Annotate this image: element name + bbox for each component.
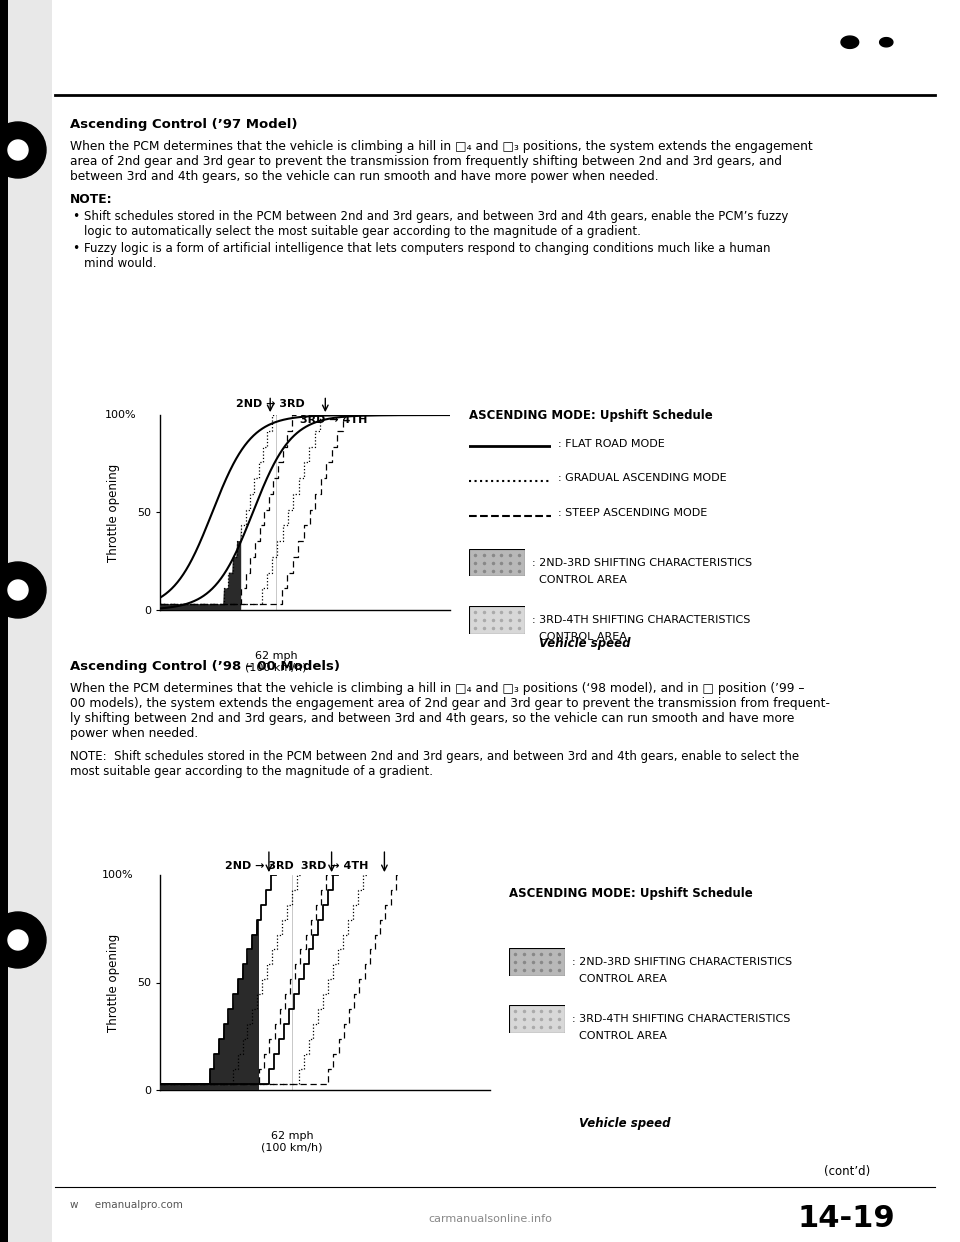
Text: 62 mph
(100 km/h): 62 mph (100 km/h) (261, 1131, 323, 1153)
Bar (0, 0, 52, 1242)
Circle shape (8, 140, 28, 160)
Text: Shift schedules stored in the PCM between 2nd and 3rd gears, and between 3rd and: Shift schedules stored in the PCM betwee… (84, 210, 788, 224)
Bar (0, 0, 8, 1242)
Circle shape (8, 580, 28, 600)
Text: 3RD → 4TH: 3RD → 4TH (301, 861, 369, 872)
Text: Throttle opening: Throttle opening (108, 463, 120, 561)
Text: : 3RD-4TH SHIFTING CHARACTERISTICS: : 3RD-4TH SHIFTING CHARACTERISTICS (571, 1013, 790, 1025)
Text: •: • (72, 210, 80, 224)
Text: 62 mph
(100 km/h): 62 mph (100 km/h) (245, 651, 307, 673)
Text: : GRADUAL ASCENDING MODE: : GRADUAL ASCENDING MODE (558, 473, 726, 483)
Text: ASCENDING MODE: Upshift Schedule: ASCENDING MODE: Upshift Schedule (509, 888, 753, 900)
Text: 100%: 100% (106, 410, 137, 420)
Text: : 3RD-4TH SHIFTING CHARACTERISTICS: : 3RD-4TH SHIFTING CHARACTERISTICS (532, 615, 750, 625)
Text: most suitable gear according to the magnitude of a gradient.: most suitable gear according to the magn… (70, 765, 433, 777)
Polygon shape (822, 22, 877, 61)
Text: 3RD → 4TH: 3RD → 4TH (300, 415, 368, 425)
Text: power when needed.: power when needed. (70, 727, 199, 740)
Text: NOTE:  Shift schedules stored in the PCM between 2nd and 3rd gears, and between : NOTE: Shift schedules stored in the PCM … (70, 750, 799, 763)
Text: Vehicle speed: Vehicle speed (579, 1118, 670, 1130)
Text: : STEEP ASCENDING MODE: : STEEP ASCENDING MODE (558, 508, 707, 518)
Text: ASCENDING MODE: Upshift Schedule: ASCENDING MODE: Upshift Schedule (469, 409, 713, 422)
Text: 00 models), the system extends the engagement area of 2nd gear and 3rd gear to p: 00 models), the system extends the engag… (70, 697, 830, 710)
Text: •: • (72, 242, 80, 255)
Polygon shape (865, 27, 908, 57)
Text: CONTROL AREA: CONTROL AREA (532, 632, 627, 642)
Circle shape (0, 561, 46, 619)
Text: area of 2nd gear and 3rd gear to prevent the transmission from frequently shifti: area of 2nd gear and 3rd gear to prevent… (70, 155, 782, 168)
Text: Vehicle speed: Vehicle speed (539, 637, 630, 651)
Text: 2ND → 3RD: 2ND → 3RD (225, 861, 294, 872)
Circle shape (0, 912, 46, 968)
Text: Throttle opening: Throttle opening (108, 934, 120, 1032)
Text: 100%: 100% (102, 869, 133, 881)
Text: CONTROL AREA: CONTROL AREA (532, 575, 627, 585)
Text: Ascending Control (’97 Model): Ascending Control (’97 Model) (70, 118, 298, 130)
Circle shape (8, 930, 28, 950)
Text: CONTROL AREA: CONTROL AREA (571, 1031, 666, 1042)
Text: CONTROL AREA: CONTROL AREA (571, 974, 666, 985)
Text: mind would.: mind would. (84, 257, 156, 270)
Text: between 3rd and 4th gears, so the vehicle can run smooth and have more power whe: between 3rd and 4th gears, so the vehicl… (70, 170, 659, 183)
Text: (cont’d): (cont’d) (824, 1165, 870, 1177)
Text: logic to automatically select the most suitable gear according to the magnitude : logic to automatically select the most s… (84, 225, 641, 238)
Text: carmanualsonline.info: carmanualsonline.info (428, 1213, 552, 1225)
Polygon shape (841, 36, 858, 48)
Text: ly shifting between 2nd and 3rd gears, and between 3rd and 4th gears, so the veh: ly shifting between 2nd and 3rd gears, a… (70, 712, 794, 725)
Circle shape (0, 122, 46, 178)
Text: NOTE:: NOTE: (70, 193, 112, 206)
Text: Ascending Control (’98 – 00 Models): Ascending Control (’98 – 00 Models) (70, 660, 340, 673)
Text: : 2ND-3RD SHIFTING CHARACTERISTICS: : 2ND-3RD SHIFTING CHARACTERISTICS (532, 558, 752, 568)
Text: When the PCM determines that the vehicle is climbing a hill in □₄ and □₃ positio: When the PCM determines that the vehicle… (70, 140, 813, 153)
Polygon shape (879, 37, 893, 47)
Text: 2ND → 3RD: 2ND → 3RD (236, 399, 304, 409)
Polygon shape (160, 525, 241, 610)
Text: When the PCM determines that the vehicle is climbing a hill in □₄ and □₃ positio: When the PCM determines that the vehicle… (70, 682, 804, 696)
Text: 14-19: 14-19 (797, 1203, 895, 1233)
Text: Fuzzy logic is a form of artificial intelligence that lets computers respond to : Fuzzy logic is a form of artificial inte… (84, 242, 771, 255)
Polygon shape (160, 919, 259, 1090)
Text: : 2ND-3RD SHIFTING CHARACTERISTICS: : 2ND-3RD SHIFTING CHARACTERISTICS (571, 956, 792, 968)
Text: w     emanualpro.com: w emanualpro.com (70, 1200, 182, 1210)
Text: : FLAT ROAD MODE: : FLAT ROAD MODE (558, 438, 664, 448)
